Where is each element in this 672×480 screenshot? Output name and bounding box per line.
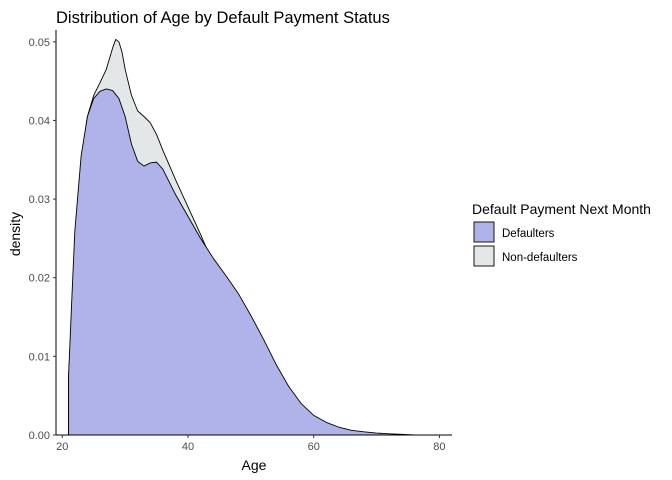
y-axis-title: density bbox=[7, 212, 23, 256]
y-tick-label: 0.05 bbox=[29, 37, 50, 49]
density-area-defaulters bbox=[68, 88, 415, 436]
y-tick-label: 0.00 bbox=[29, 430, 50, 442]
density-areas bbox=[68, 38, 415, 436]
legend-title: Default Payment Next Month bbox=[472, 201, 651, 217]
legend-items: Defaulters Non-defaulters bbox=[473, 221, 578, 267]
x-tick-label: 40 bbox=[182, 441, 194, 453]
y-tick-label: 0.04 bbox=[29, 115, 50, 127]
y-tick-label: 0.03 bbox=[29, 194, 50, 206]
chart-title: Distribution of Age by Default Payment S… bbox=[56, 9, 390, 27]
x-axis-title: Age bbox=[242, 457, 267, 473]
legend-swatch-non-defaulters bbox=[473, 245, 495, 267]
legend-label-non-defaulters: Non-defaulters bbox=[502, 252, 578, 264]
x-tick-label: 60 bbox=[308, 441, 320, 453]
y-axis-ticks: 0.00 0.01 0.02 0.03 0.04 0.05 bbox=[29, 37, 56, 442]
legend-swatch-defaulters bbox=[473, 221, 495, 243]
x-tick-label: 80 bbox=[433, 441, 445, 453]
x-axis-ticks: 20 40 60 80 bbox=[56, 435, 446, 453]
legend-label-defaulters: Defaulters bbox=[502, 228, 555, 240]
y-tick-label: 0.02 bbox=[29, 273, 50, 285]
legend: Default Payment Next Month Defaulters Non… bbox=[472, 201, 651, 267]
x-tick-label: 20 bbox=[56, 441, 68, 453]
y-tick-label: 0.01 bbox=[29, 351, 50, 363]
